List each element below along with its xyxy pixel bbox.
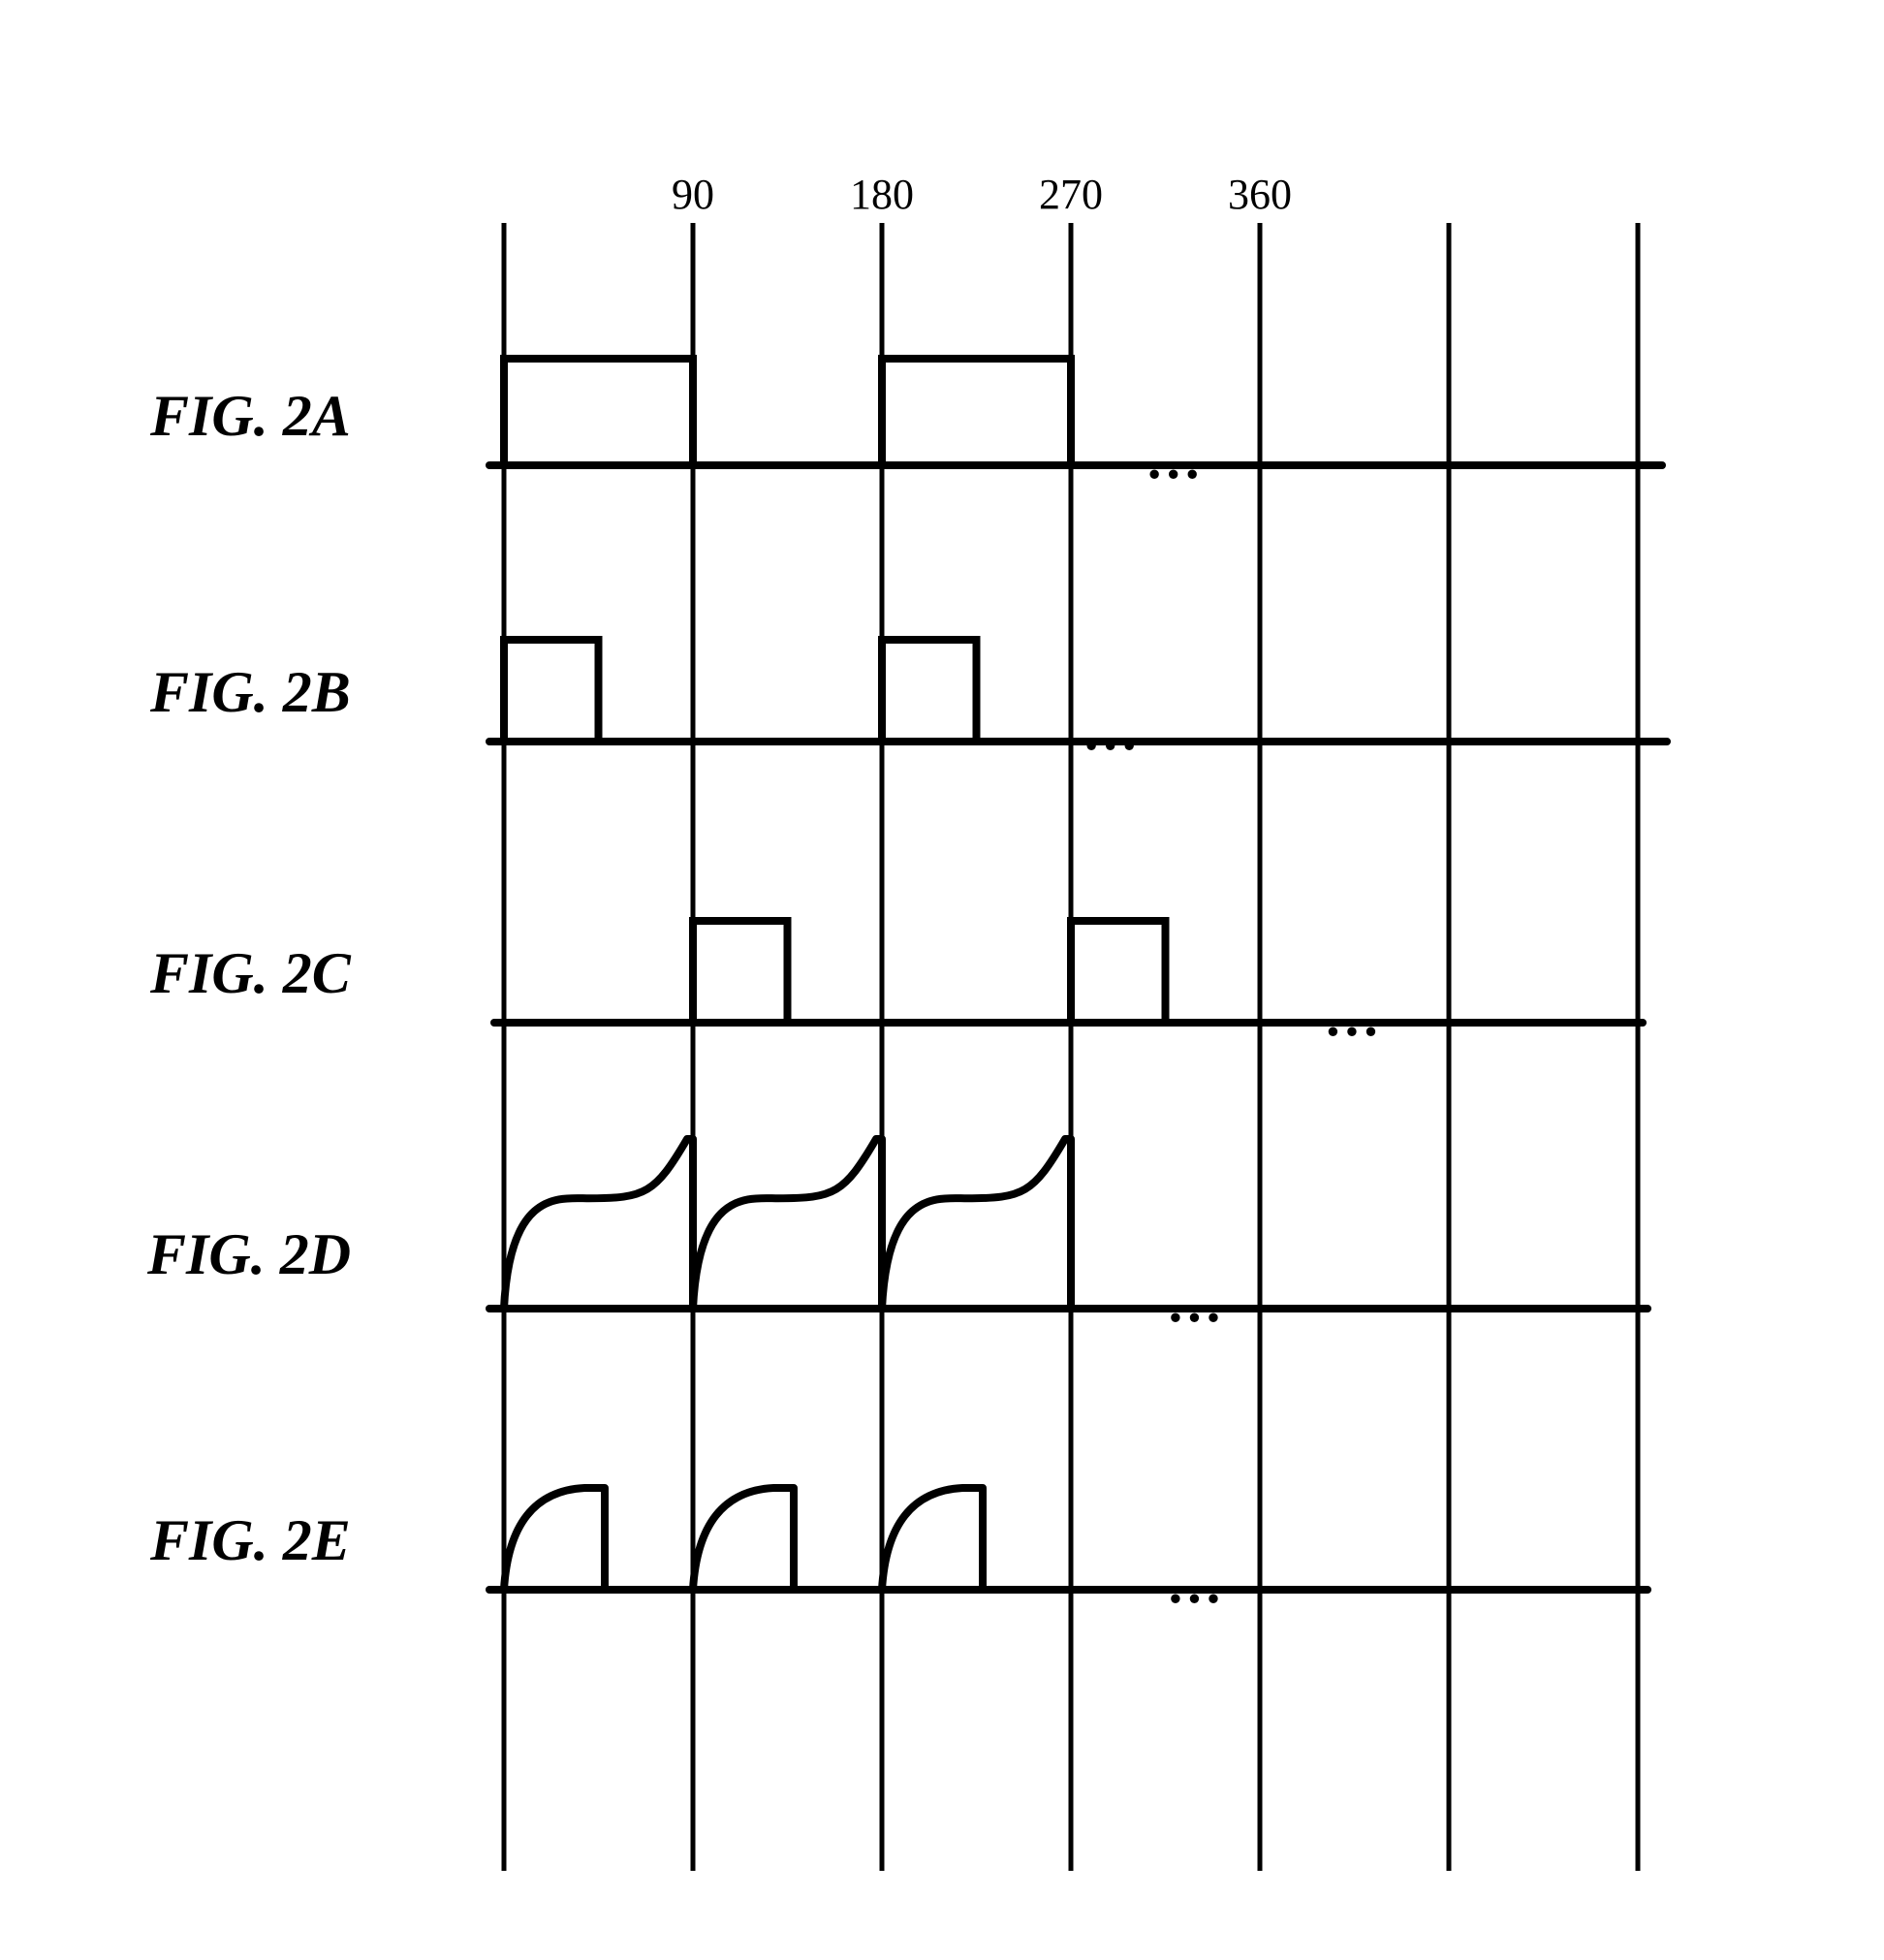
- figure-label-B: FIG. 2B: [150, 659, 351, 726]
- timing-diagram-figure: 90 180 270 360 FIG. 2A … FIG. 2B … FIG. 2C … FIG. …: [0, 0, 1884, 1960]
- ellipsis-D: …: [1166, 1270, 1234, 1335]
- ellipsis-A: …: [1146, 427, 1213, 491]
- xtick-180: 180: [843, 170, 921, 219]
- xtick-360: 360: [1221, 170, 1299, 219]
- figure-label-E: FIG. 2E: [150, 1507, 351, 1574]
- xtick-270: 270: [1032, 170, 1110, 219]
- figure-label-D: FIG. 2D: [147, 1221, 351, 1288]
- ellipsis-C: …: [1324, 984, 1392, 1049]
- figure-label-A: FIG. 2A: [150, 383, 351, 450]
- ellipsis-B: …: [1083, 698, 1150, 763]
- figure-label-C: FIG. 2C: [150, 940, 351, 1007]
- ellipsis-E: …: [1166, 1551, 1234, 1616]
- xtick-90: 90: [654, 170, 732, 219]
